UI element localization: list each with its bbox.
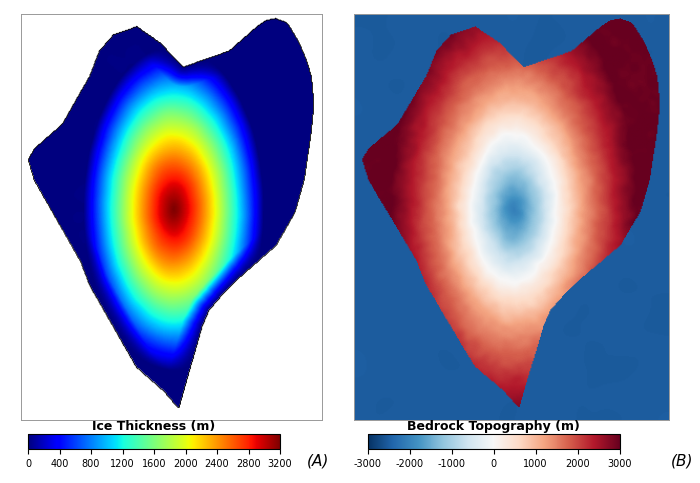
Title: Bedrock Topography (m): Bedrock Topography (m) <box>407 420 580 433</box>
Text: (B): (B) <box>671 454 694 469</box>
Text: (A): (A) <box>307 454 330 469</box>
Title: Ice Thickness (m): Ice Thickness (m) <box>92 420 216 433</box>
